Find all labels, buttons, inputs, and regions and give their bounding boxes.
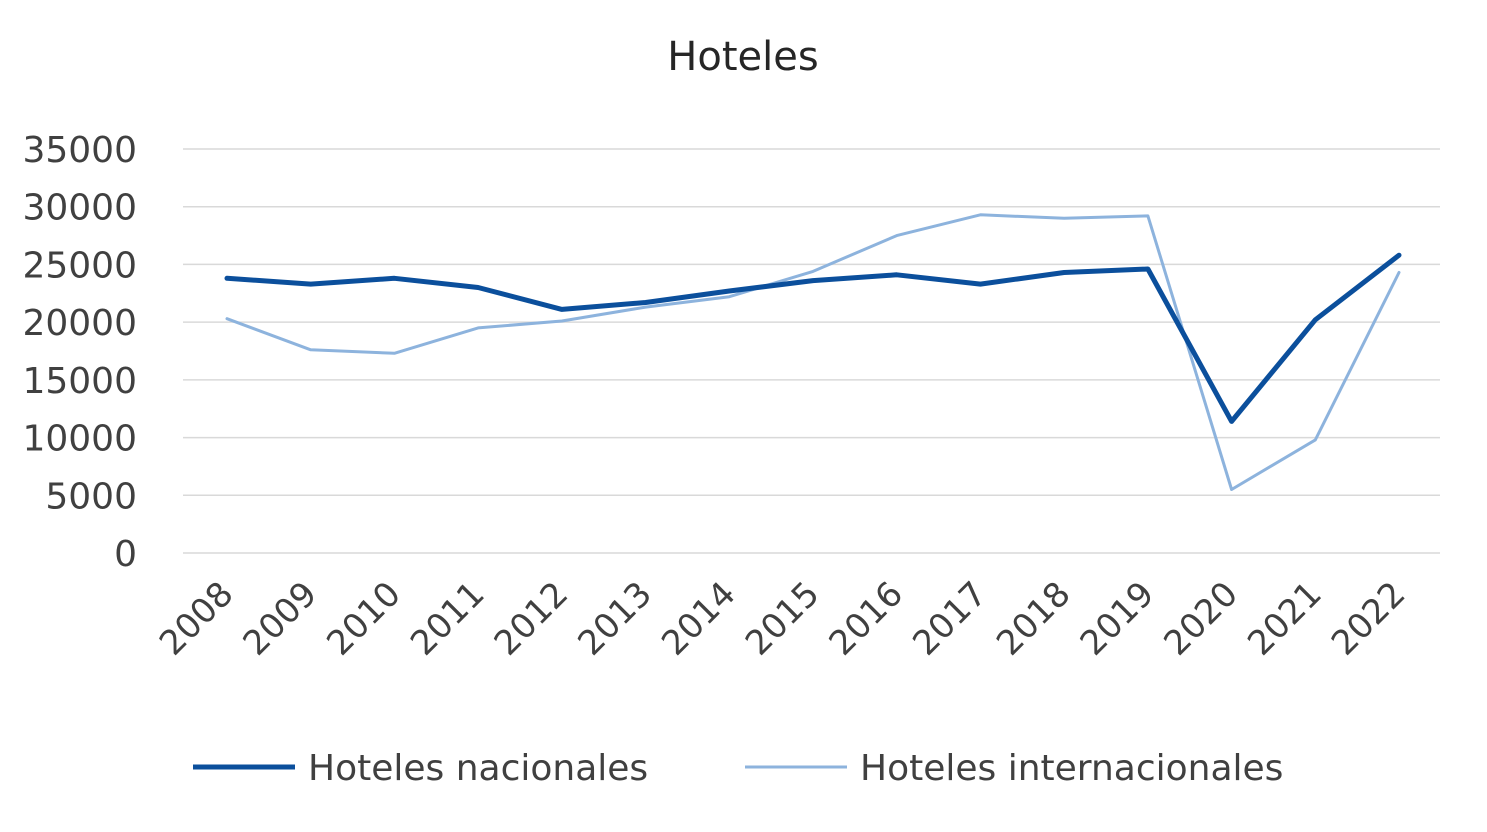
gridlines bbox=[183, 148, 1440, 554]
series-line-internacionales bbox=[225, 213, 1401, 491]
y-axis-ticks: 0 5000 10000 15000 20000 25000 30000 35000 bbox=[22, 130, 137, 575]
x-tick-label: 2022 bbox=[1324, 574, 1413, 663]
x-tick-label: 2020 bbox=[1156, 574, 1245, 663]
y-tick-label: 30000 bbox=[22, 188, 137, 229]
y-tick-label: 35000 bbox=[22, 130, 137, 171]
x-tick-label: 2014 bbox=[654, 574, 743, 663]
x-tick-label: 2016 bbox=[822, 574, 911, 663]
legend-label-internacionales: Hoteles internacionales bbox=[860, 748, 1283, 789]
y-tick-label: 0 bbox=[114, 534, 137, 575]
legend-label-nacionales: Hoteles nacionales bbox=[308, 748, 648, 789]
x-axis-ticks: 2008200920102011201220132014201520162017… bbox=[152, 574, 1413, 663]
y-tick-label: 10000 bbox=[22, 419, 137, 460]
y-tick-label: 5000 bbox=[45, 476, 137, 517]
x-tick-label: 2011 bbox=[403, 574, 492, 663]
x-tick-label: 2017 bbox=[905, 574, 994, 663]
series-lines bbox=[224, 213, 1402, 491]
chart-title: Hoteles bbox=[667, 34, 818, 80]
x-tick-label: 2019 bbox=[1073, 574, 1162, 663]
series-line-nacionales bbox=[224, 252, 1402, 424]
x-tick-label: 2013 bbox=[570, 574, 659, 663]
x-tick-label: 2015 bbox=[738, 574, 827, 663]
x-tick-label: 2012 bbox=[487, 574, 576, 663]
x-tick-label: 2010 bbox=[319, 574, 408, 663]
y-tick-label: 20000 bbox=[22, 303, 137, 344]
x-tick-label: 2018 bbox=[989, 574, 1078, 663]
x-tick-label: 2009 bbox=[236, 574, 325, 663]
x-tick-label: 2021 bbox=[1240, 574, 1329, 663]
legend: Hoteles nacionales Hoteles internacional… bbox=[193, 748, 1283, 789]
y-tick-label: 15000 bbox=[22, 361, 137, 402]
y-tick-label: 25000 bbox=[22, 245, 137, 286]
x-tick-label: 2008 bbox=[152, 574, 241, 663]
